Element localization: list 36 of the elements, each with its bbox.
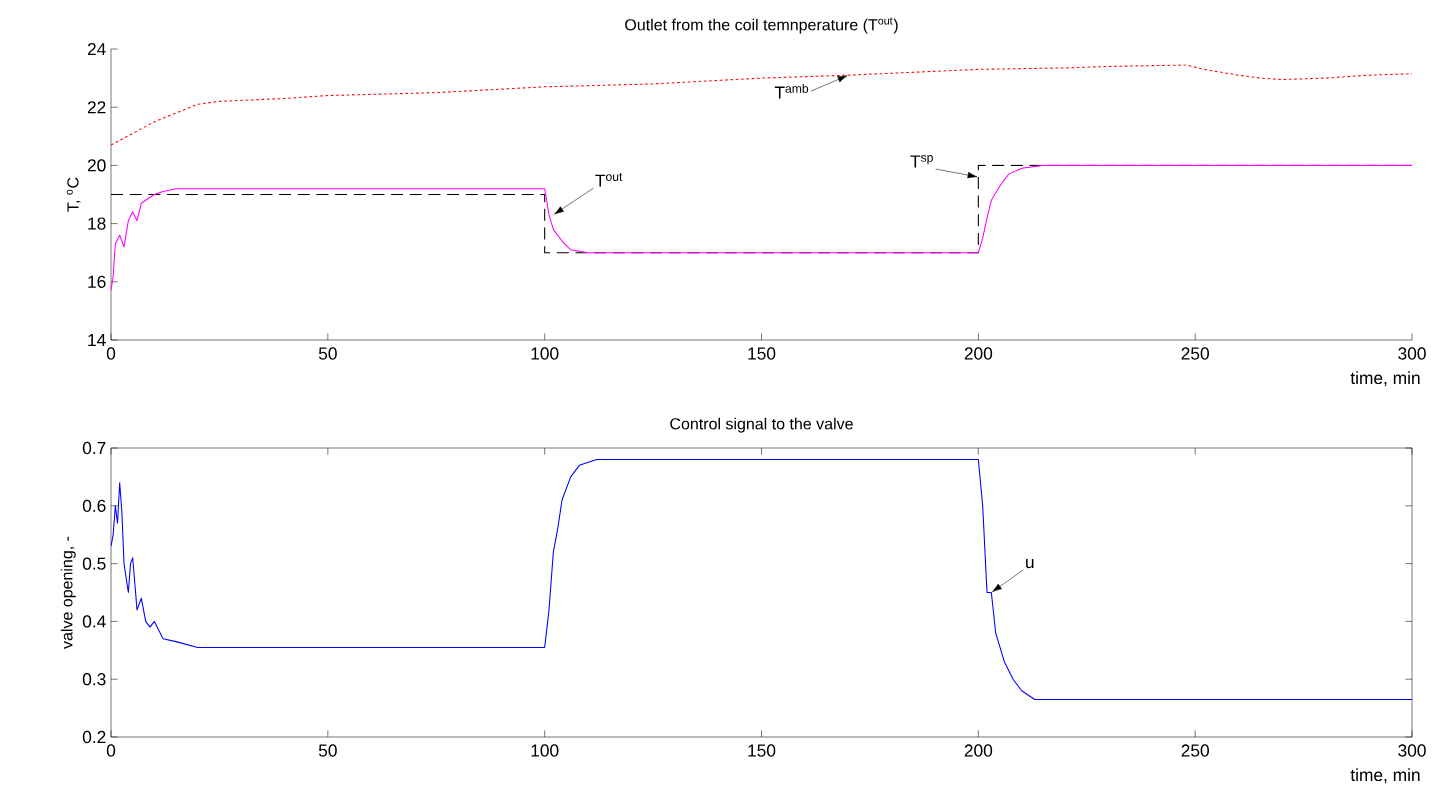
y-tick-label: 0.7 bbox=[82, 441, 106, 455]
y-tick-label: 0.4 bbox=[82, 615, 106, 628]
x-axis-title: time, min bbox=[1350, 768, 1420, 784]
x-tick-label: 300 bbox=[1398, 347, 1426, 360]
x-tick-label: 100 bbox=[531, 347, 559, 360]
chart-title: Outlet from the coil temnperature (T$^{out}$) bbox=[625, 17, 898, 34]
y-tick-label: 0.5 bbox=[82, 557, 106, 570]
annotation: u bbox=[1026, 558, 1034, 569]
y-axis-title: valve opening, - bbox=[60, 536, 76, 649]
y-tick-label: 24 bbox=[87, 42, 106, 56]
x-tick-label: 150 bbox=[748, 347, 776, 360]
x-axis-title: time, min bbox=[1350, 371, 1420, 387]
x-tick-label: 300 bbox=[1398, 744, 1426, 757]
y-tick-label: 0.2 bbox=[82, 730, 106, 744]
x-tick-label: 200 bbox=[964, 347, 993, 360]
y-tick-label: 20 bbox=[87, 159, 106, 172]
x-tick-label: 50 bbox=[318, 744, 337, 757]
annotation: T$^{amb}$ bbox=[774, 83, 809, 99]
x-tick-label: 0 bbox=[106, 744, 116, 757]
x-tick-label: 50 bbox=[318, 347, 337, 360]
y-tick-label: 0.3 bbox=[82, 673, 106, 686]
x-tick-label: 250 bbox=[1181, 347, 1209, 360]
annotation: T$^{sp}$ bbox=[910, 155, 933, 168]
annotation: T$^{out}$ bbox=[595, 172, 623, 187]
x-tick-label: 250 bbox=[1181, 744, 1209, 757]
y-tick-label: 16 bbox=[88, 275, 106, 288]
y-tick-label: 22 bbox=[87, 101, 106, 114]
x-tick-label: 150 bbox=[748, 744, 776, 757]
chart-title: Control signal to the valve bbox=[670, 417, 853, 433]
y-tick-label: 14 bbox=[88, 334, 106, 346]
x-tick-label: 0 bbox=[106, 347, 116, 360]
y-tick-label: 18 bbox=[88, 217, 106, 230]
y-axis-title: T, $^{o}$C bbox=[66, 177, 81, 212]
y-tick-label: 0.6 bbox=[82, 499, 106, 512]
x-tick-label: 200 bbox=[964, 744, 993, 757]
x-tick-label: 100 bbox=[531, 744, 559, 757]
